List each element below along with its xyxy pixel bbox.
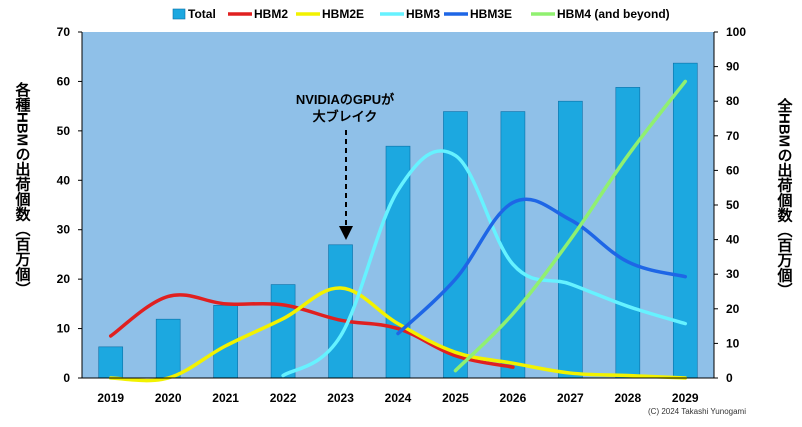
legend-item: HBM3E (444, 7, 512, 21)
x-tick-label: 2026 (500, 391, 527, 405)
x-tick-label: 2028 (614, 391, 641, 405)
legend-label: HBM4 (and beyond) (557, 7, 670, 21)
legend-item: HBM3 (380, 7, 440, 21)
line-hbm3 (281, 149, 688, 378)
bar-total-2029 (672, 62, 698, 379)
left-axis-title: 各種HBMの出荷個数（百万個） (14, 81, 32, 296)
right-tick-label: 40 (726, 233, 740, 247)
line-hbm2e (108, 286, 688, 383)
bar-total-2019 (98, 346, 124, 379)
legend-item: HBM2 (228, 7, 288, 21)
legend-item: Total (172, 7, 216, 21)
x-tick-label: 2024 (385, 391, 412, 405)
legend-label: HBM2E (322, 7, 364, 21)
legend-swatch (172, 8, 186, 20)
left-tick-label: 50 (57, 124, 71, 138)
x-tick-label: 2022 (270, 391, 297, 405)
right-axis-title: 全HBMの出荷個数（百万個） (776, 97, 794, 297)
left-tick-label: 60 (57, 74, 71, 88)
line-series-group (108, 79, 688, 383)
left-tick-label: 40 (57, 173, 71, 187)
line-hbm4-and-beyond (453, 79, 688, 373)
right-tick-label: 10 (726, 336, 740, 350)
legend-label: HBM2 (254, 7, 288, 21)
annotation-arrow-head (339, 226, 353, 240)
line-hbm3e (396, 197, 688, 336)
legend-item: HBM4 (and beyond) (531, 7, 670, 21)
annotation: NVIDIAのGPUが 大ブレイク (296, 92, 394, 240)
legend-label: HBM3 (406, 7, 440, 21)
left-tick-label: 20 (57, 272, 71, 286)
bar-total-2022 (270, 284, 296, 379)
right-tick-label: 90 (726, 60, 740, 74)
right-tick-label: 100 (726, 25, 746, 39)
right-tick-label: 60 (726, 163, 740, 177)
left-tick-label: 30 (57, 223, 71, 237)
bar-total-2023 (328, 244, 353, 379)
x-tick-label: 2021 (212, 391, 239, 405)
left-tick-label: 70 (57, 25, 71, 39)
x-tick-label: 2029 (672, 391, 699, 405)
legend-label: Total (188, 7, 216, 21)
x-tick-label: 2020 (155, 391, 182, 405)
right-tick-label: 70 (726, 129, 740, 143)
right-tick-label: 20 (726, 302, 740, 316)
right-tick-label: 80 (726, 94, 740, 108)
left-tick-label: 0 (63, 371, 70, 385)
annotation-line-1: NVIDIAのGPUが (296, 92, 394, 107)
right-tick-label: 50 (726, 198, 740, 212)
axes: 0 10 20 30 40 50 60 70 0 10 20 30 40 50 60 70 80 90 100 201… (57, 25, 747, 405)
legend: Total HBM2 HBM2E HBM3 HBM3E HBM4 (and beyond) (172, 7, 670, 21)
legend-item: HBM2E (296, 7, 364, 21)
x-tick-label: 2025 (442, 391, 469, 405)
copyright-text: (C) 2024 Takashi Yunogami (648, 407, 746, 416)
bar-series (98, 62, 698, 379)
right-tick-label: 0 (726, 371, 733, 385)
bar-total-2026 (500, 111, 526, 379)
bar-total-2024 (385, 145, 411, 379)
x-tick-label: 2019 (97, 391, 124, 405)
bar-total-2020 (155, 318, 181, 379)
x-tick-label: 2023 (327, 391, 354, 405)
line-hbm2 (108, 293, 515, 369)
annotation-line-2: 大ブレイク (313, 109, 378, 124)
x-tick-label: 2027 (557, 391, 584, 405)
legend-label: HBM3E (470, 7, 512, 21)
right-tick-label: 30 (726, 267, 740, 281)
bar-total-2028 (615, 87, 641, 379)
left-tick-label: 10 (57, 322, 71, 336)
